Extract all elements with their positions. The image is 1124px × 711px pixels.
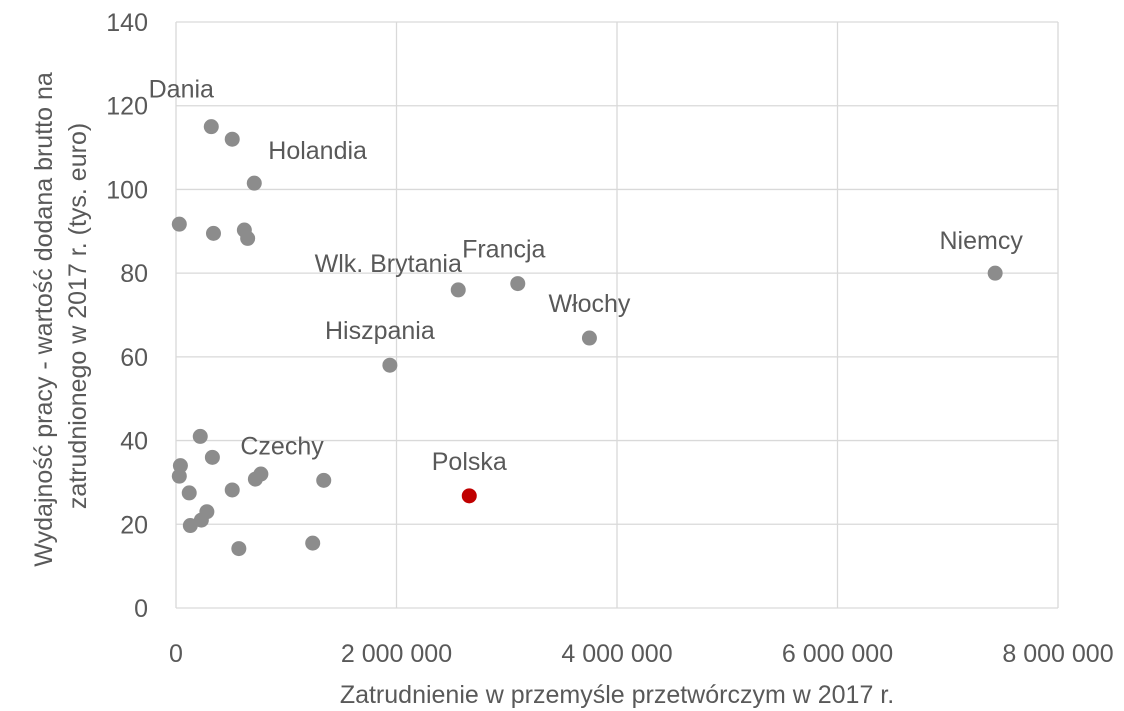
data-point xyxy=(192,428,208,444)
data-point xyxy=(205,225,221,241)
data-point xyxy=(316,472,332,488)
point-label: Włochy xyxy=(548,290,630,318)
data-point xyxy=(253,466,269,482)
gridlines xyxy=(175,21,1059,609)
y-axis-label: Wydajność pracy - wartość dodana brutto … xyxy=(30,65,92,566)
data-point xyxy=(182,518,198,534)
data-point xyxy=(382,357,398,373)
y-tick-label: 80 xyxy=(120,260,148,288)
data-point xyxy=(450,282,466,298)
x-tick-label: 6 000 000 xyxy=(782,640,893,668)
y-axis-label-line-1: Wydajność pracy - wartość dodana brutto … xyxy=(30,72,58,567)
data-point xyxy=(246,175,262,191)
y-tick-label: 100 xyxy=(106,176,148,204)
data-point xyxy=(240,230,256,246)
data-point-highlight xyxy=(461,488,477,504)
x-tick-label: 4 000 000 xyxy=(561,640,672,668)
point-labels: Dania Holandia Niemcy Wlk. BrytaniaFrancjaW… xyxy=(149,76,1024,476)
y-tick-label: 40 xyxy=(120,428,148,456)
x-axis-ticks: 0 2 000 000 4 000 000 6 000 000 8 000 000 xyxy=(169,640,1114,668)
data-point xyxy=(510,276,526,292)
y-tick-label: 20 xyxy=(120,511,148,539)
y-tick-label: 120 xyxy=(106,93,148,121)
data-point xyxy=(203,119,219,135)
data-point xyxy=(231,541,247,557)
y-tick-label: 60 xyxy=(120,344,148,372)
y-axis-label-line-2: zatrudnionego w 2017 r. (tys. euro) xyxy=(64,123,92,509)
data-point xyxy=(987,265,1003,281)
point-label: Niemcy xyxy=(939,227,1023,255)
data-point xyxy=(204,449,220,465)
x-tick-label: 2 000 000 xyxy=(341,640,452,668)
x-tick-label: 0 xyxy=(169,640,183,668)
point-label: Wlk. Brytania xyxy=(315,250,462,278)
point-label: Czechy xyxy=(240,432,324,460)
data-point xyxy=(181,485,197,501)
y-axis-ticks: 0 20 40 60 80 100 120 140 xyxy=(106,9,148,623)
x-tick-label: 8 000 000 xyxy=(1002,640,1113,668)
data-point xyxy=(224,131,240,147)
data-point xyxy=(171,216,187,232)
data-point xyxy=(581,330,597,346)
y-tick-label: 0 xyxy=(134,595,148,623)
point-label: Francja xyxy=(462,236,545,264)
point-label: Polska xyxy=(432,448,507,476)
point-label: Holandia xyxy=(268,137,367,165)
data-points xyxy=(171,119,1003,557)
data-point xyxy=(305,535,321,551)
x-axis-label: Zatrudnienie w przemyśle przetwórczym w … xyxy=(340,681,894,709)
data-point xyxy=(171,468,187,484)
point-label: Dania xyxy=(149,76,214,104)
data-point xyxy=(224,482,240,498)
y-tick-label: 140 xyxy=(106,9,148,37)
point-label: Hiszpania xyxy=(325,317,435,345)
